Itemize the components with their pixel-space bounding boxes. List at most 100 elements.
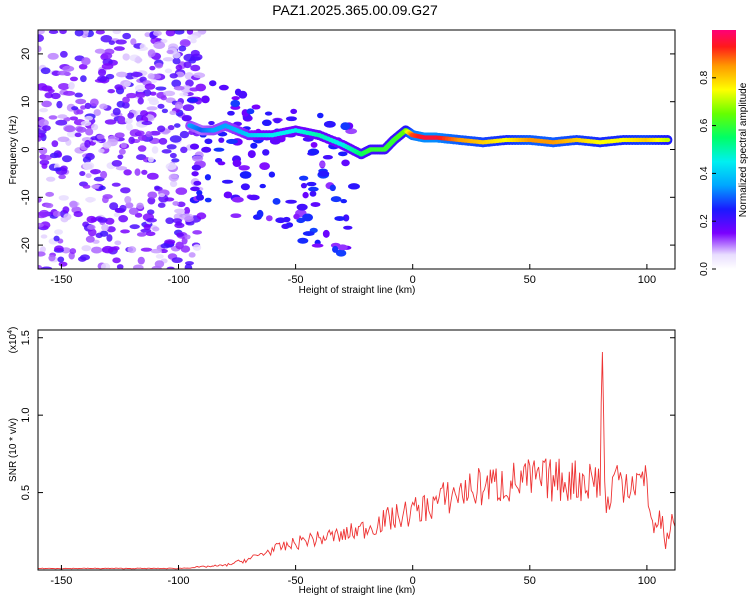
heatmap-cell (334, 216, 346, 222)
heatmap-cell (317, 112, 324, 119)
heatmap-noise-cell (137, 97, 144, 105)
snr-scale-exp: 4 (7, 330, 14, 334)
heatmap-noise-cell (181, 114, 192, 122)
colorbar-tick-label: 0.0 (699, 262, 710, 276)
heatmap-noise-cell (161, 108, 169, 114)
snr-scale-label: (x104) (7, 327, 19, 354)
heatmap-cell (298, 175, 309, 181)
snr-scale-close: ) (8, 327, 19, 330)
heatmap-y-tick-label: 20 (20, 48, 32, 60)
heatmap-cell (319, 161, 326, 168)
heatmap-x-label: Height of straight line (km) (299, 285, 416, 296)
heatmap-noise-cell (169, 110, 177, 116)
heatmap-noise-cell (122, 53, 130, 61)
heatmap-noise-cell (122, 96, 130, 104)
heatmap-noise-cell (38, 147, 48, 155)
heatmap-noise-cell (114, 240, 122, 246)
heatmap-noise-cell (58, 83, 70, 90)
heatmap-x-tick-label: 50 (524, 274, 536, 286)
heatmap-cell (232, 159, 242, 168)
heatmap-noise-cell (174, 222, 185, 229)
heatmap-noise-cell (150, 248, 163, 254)
heatmap-noise-cell (55, 119, 68, 126)
heatmap-noise-cell (114, 132, 125, 139)
heatmap-cell (338, 151, 348, 157)
heatmap-noise-cell (38, 222, 44, 228)
colorbar-gradient (712, 30, 736, 269)
heatmap-x-ticks: -150 -100 -50 0 50 100 (50, 264, 656, 286)
heatmap-noise-cell (169, 180, 178, 188)
heatmap-noise-cell (175, 187, 188, 195)
heatmap-noise-cell (40, 67, 51, 75)
heatmap-noise-cell (179, 92, 189, 97)
heatmap-noise-cell (76, 126, 87, 133)
heatmap-y-tick-label: -10 (20, 189, 32, 205)
snr-background (38, 330, 675, 570)
heatmap-noise-cell (133, 264, 144, 269)
snr-y-tick-label: 1.5 (20, 330, 32, 345)
heatmap-cell (196, 194, 205, 201)
snr-frame (37, 329, 676, 571)
heatmap-noise-cell (117, 154, 124, 160)
heatmap-cell (310, 202, 321, 207)
heatmap-noise-cell (106, 226, 116, 233)
heatmap-noise-cell (102, 195, 109, 204)
heatmap-noise-cell (71, 106, 79, 111)
heatmap-noise-cell (85, 173, 92, 179)
heatmap-noise-cell (87, 228, 97, 237)
heatmap-noise-cell (79, 170, 86, 177)
heatmap-noise-cell (79, 254, 91, 261)
heatmap-noise-cell (137, 145, 147, 152)
snr-scale-prefix: (x10 (8, 333, 19, 353)
heatmap-noise-cell (81, 245, 92, 252)
heatmap-noise-cell (147, 197, 156, 205)
heatmap-noise-cell (91, 184, 101, 189)
heatmap-noise-cell (115, 39, 127, 45)
heatmap-noise-cell (118, 115, 126, 124)
heatmap-noise-cell (57, 256, 65, 263)
heatmap-noise-cell (84, 115, 94, 121)
heatmap-cell (240, 183, 250, 191)
snr-y-label: SNR (10 * v/v) (8, 418, 19, 482)
heatmap-noise-cell (173, 85, 185, 91)
heatmap-noise-cell (155, 254, 164, 259)
heatmap-noise-cell (165, 162, 177, 171)
heatmap-noise-cell (180, 40, 191, 46)
heatmap-noise-cell (38, 133, 45, 138)
heatmap-noise-cell (61, 155, 73, 163)
heatmap-noise-cell (82, 156, 92, 164)
snr-y-ticks: 0.5 1.0 1.5 (20, 330, 675, 500)
heatmap-noise-cell (118, 214, 129, 223)
heatmap-noise-cell (82, 184, 91, 189)
heatmap-cell (285, 222, 294, 228)
heatmap-cell (340, 122, 351, 131)
heatmap-noise-cell (179, 130, 190, 139)
heatmap-noise-cell (53, 167, 62, 172)
heatmap-noise-cell (105, 73, 115, 80)
heatmap-noise-cell (149, 130, 161, 136)
heatmap-cell (201, 95, 210, 104)
heatmap-noise-cell (82, 161, 95, 170)
heatmap-noise-cell (84, 139, 91, 148)
heatmap-noise-cell (176, 232, 185, 237)
heatmap-cell (285, 116, 297, 122)
heatmap-noise-cell (166, 144, 177, 150)
heatmap-noise-cell (174, 208, 186, 214)
heatmap-noise-cell (157, 125, 166, 133)
heatmap-noise-cell (170, 174, 178, 179)
heatmap-noise-cell (81, 57, 91, 66)
heatmap-noise-cell (158, 137, 168, 145)
heatmap-cell (247, 194, 260, 201)
heatmap-noise-cell (101, 224, 109, 232)
heatmap-noise-cell (40, 221, 51, 229)
heatmap-noise-cell (87, 224, 96, 230)
heatmap-noise-cell (80, 75, 87, 83)
heatmap-noise-cell (68, 81, 75, 90)
heatmap-noise-cell (58, 195, 69, 201)
heatmap-noise-cell (183, 61, 192, 69)
heatmap-noise-cell (116, 264, 124, 269)
heatmap-noise-cell (125, 202, 134, 209)
heatmap-noise-cell (38, 30, 45, 35)
heatmap-noise-cell (91, 123, 99, 131)
